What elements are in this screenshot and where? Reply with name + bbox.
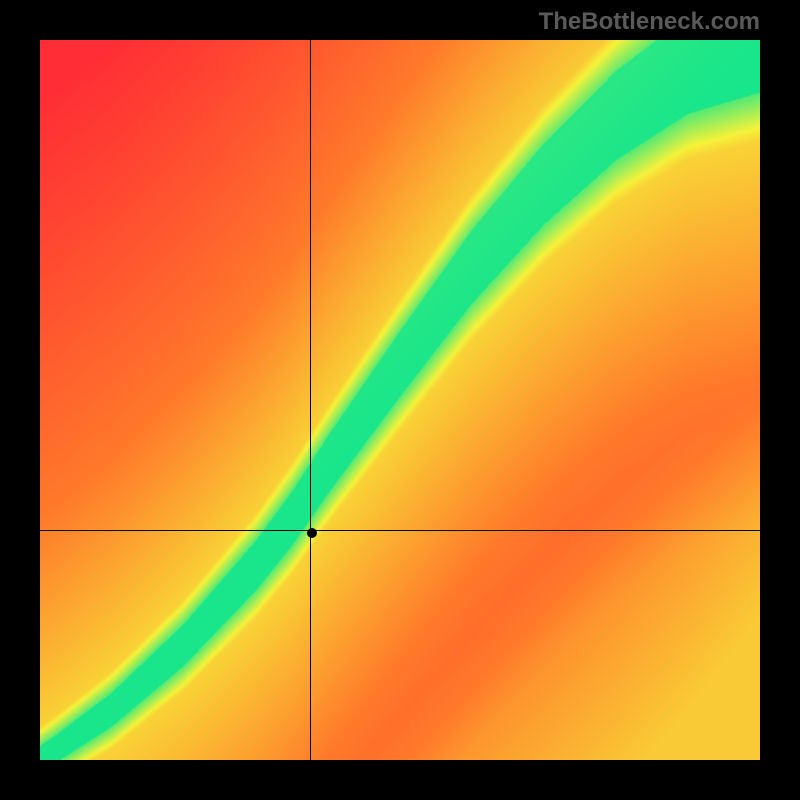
crosshair-vertical bbox=[310, 40, 311, 760]
heatmap-plot bbox=[40, 40, 760, 760]
heatmap-canvas bbox=[40, 40, 760, 760]
crosshair-horizontal bbox=[40, 530, 760, 531]
marker-dot bbox=[307, 528, 317, 538]
watermark-text: TheBottleneck.com bbox=[539, 8, 760, 36]
